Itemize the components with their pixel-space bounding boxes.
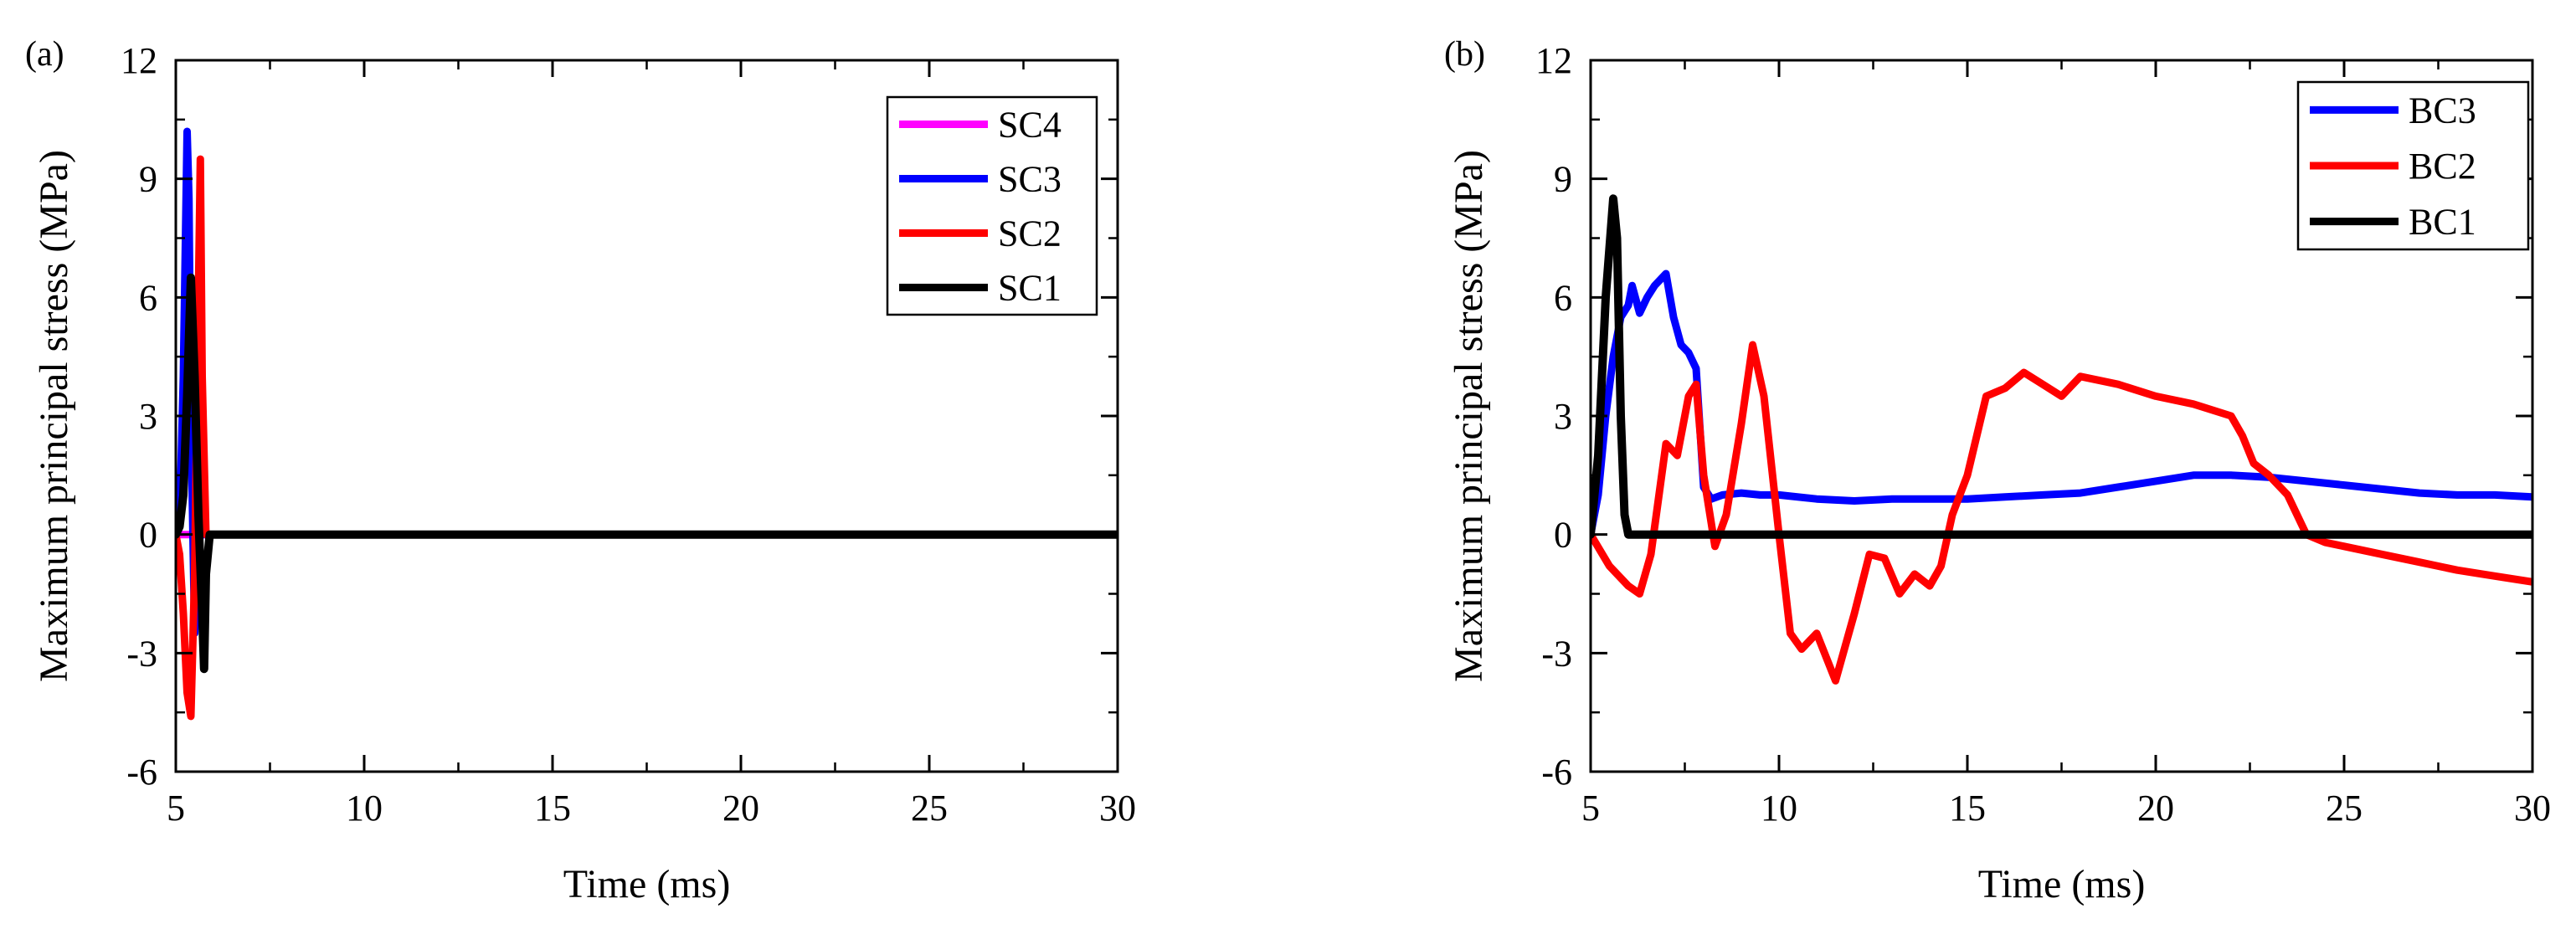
x-tick-label: 10 bbox=[1761, 788, 1797, 829]
legend-label-bc1: BC1 bbox=[2409, 202, 2476, 243]
x-tick-label: 10 bbox=[346, 788, 383, 829]
y-tick-label: -3 bbox=[1541, 633, 1572, 674]
x-tick-label: 20 bbox=[2137, 788, 2174, 829]
y-tick-label: 6 bbox=[139, 277, 157, 318]
legend-label-sc3: SC3 bbox=[998, 159, 1062, 200]
x-tick-label: 25 bbox=[2326, 788, 2363, 829]
series-line-bc3 bbox=[1591, 269, 2532, 539]
y-tick-label: 9 bbox=[139, 159, 157, 200]
x-tick-label: 15 bbox=[534, 788, 571, 829]
y-tick-label: 0 bbox=[139, 515, 157, 556]
x-tick-label: 15 bbox=[1949, 788, 1986, 829]
legend: BC3 BC2 BC1 bbox=[2296, 80, 2530, 251]
y-tick-label: 3 bbox=[139, 396, 157, 437]
x-tick-label: 30 bbox=[1099, 788, 1136, 829]
legend-label-bc2: BC2 bbox=[2409, 146, 2476, 187]
chart-panel-0: (a) 5 10 15 20 25 30 -6 -3 0 3 6 9 12 Time (ms) Maximum… bbox=[25, 35, 1136, 906]
y-tick-label: 3 bbox=[1554, 396, 1572, 437]
legend: SC4 SC3 SC2 SC1 bbox=[886, 95, 1098, 316]
y-tick-label: 12 bbox=[1535, 40, 1572, 81]
y-axis-label: Maximum principal stress (MPa) bbox=[32, 150, 76, 682]
x-tick-label: 20 bbox=[722, 788, 759, 829]
series-line-bc2 bbox=[1591, 341, 2532, 685]
legend-label-sc1: SC1 bbox=[998, 268, 1062, 309]
panel-label: (b) bbox=[1444, 35, 1485, 74]
x-tick-label: 25 bbox=[911, 788, 948, 829]
series-line-bc1 bbox=[1591, 194, 2532, 539]
x-axis-label: Time (ms) bbox=[563, 862, 731, 906]
legend-label-sc4: SC4 bbox=[998, 105, 1062, 146]
y-tick-label: -3 bbox=[126, 633, 157, 674]
chart-panel-1: (b) 5 10 15 20 25 30 -6 -3 0 3 6 9 12 Time (ms) Maximum… bbox=[1444, 35, 2551, 906]
y-tick-label: 0 bbox=[1554, 515, 1572, 556]
x-axis-label: Time (ms) bbox=[1978, 862, 2146, 906]
y-tick-label: 6 bbox=[1554, 277, 1572, 318]
legend-label-bc3: BC3 bbox=[2409, 90, 2476, 131]
x-tick-label: 30 bbox=[2514, 788, 2551, 829]
series-line-sc1 bbox=[176, 273, 1118, 674]
y-tick-label: 12 bbox=[121, 40, 157, 81]
legend-label-sc2: SC2 bbox=[998, 213, 1062, 254]
panel-label: (a) bbox=[25, 35, 64, 74]
y-axis-label: Maximum principal stress (MPa) bbox=[1447, 150, 1491, 682]
x-tick-label: 5 bbox=[1581, 788, 1600, 829]
x-tick-label: 5 bbox=[167, 788, 185, 829]
y-tick-label: 9 bbox=[1554, 159, 1572, 200]
legend-box bbox=[886, 95, 1098, 316]
y-tick-label: -6 bbox=[126, 752, 157, 793]
y-tick-label: -6 bbox=[1541, 752, 1572, 793]
